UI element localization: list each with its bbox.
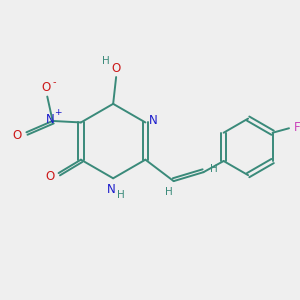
Text: H: H [117,190,124,200]
Text: H: H [210,164,218,174]
Text: +: + [54,108,62,117]
Text: -: - [52,77,56,87]
Text: N: N [149,115,158,128]
Text: H: H [102,56,110,66]
Text: N: N [46,113,55,126]
Text: O: O [45,169,54,183]
Text: O: O [41,81,50,94]
Text: O: O [13,129,22,142]
Text: O: O [112,61,121,75]
Text: H: H [165,187,173,196]
Text: F: F [294,121,300,134]
Text: N: N [107,183,116,196]
